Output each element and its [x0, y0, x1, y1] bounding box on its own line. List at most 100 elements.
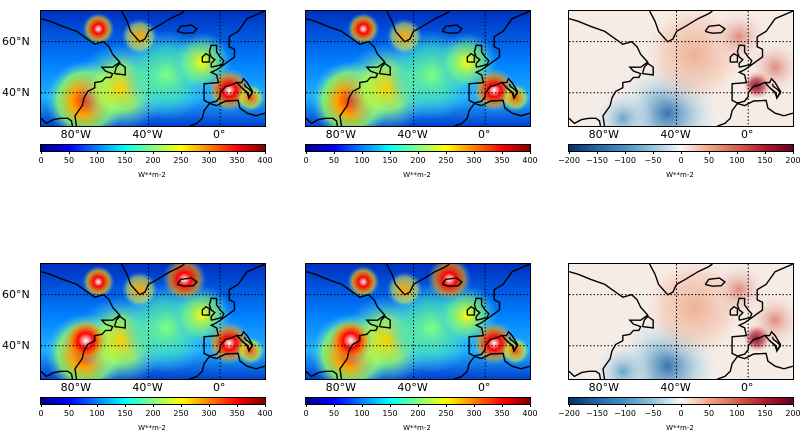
map-field [306, 11, 530, 126]
colorbar-tick-label: 50 [328, 156, 340, 165]
coastline [736, 297, 753, 321]
colorbar-tick [97, 151, 98, 154]
lon-label: 0° [477, 128, 491, 141]
map-panel: 60°N 40°N 80°W 40°W 0° 0 50 100 150 200 250 300 350 4… [2, 263, 273, 432]
coastline [176, 277, 198, 287]
colorbar-tick-label: 200 [145, 409, 161, 418]
colorbar-tick [446, 151, 447, 154]
colorbar-tick [474, 151, 475, 154]
colorbar-tick-label: 200 [145, 156, 161, 165]
colorbar-tick [390, 151, 391, 154]
colorbar-tick [125, 404, 126, 407]
map-field [41, 264, 265, 379]
colorbar-tick-label: −200 [558, 409, 580, 418]
colorbar-tick [597, 151, 598, 154]
coastline [113, 62, 126, 76]
coastline [569, 18, 649, 126]
colorbar-tick [737, 151, 738, 154]
colorbar-tick [625, 151, 626, 154]
coastline [201, 52, 211, 63]
colorbar-tick-label: 100 [354, 409, 370, 418]
lon-label: 40°W [397, 128, 428, 141]
colorbar-tick [362, 404, 363, 407]
colorbar-tick [625, 404, 626, 407]
coastline [473, 44, 490, 68]
colorbar-tick [502, 404, 503, 407]
colorbar-tick [737, 404, 738, 407]
coastline [453, 352, 530, 379]
colorbar-tick-label: −50 [644, 156, 662, 165]
lon-label: 40°W [660, 381, 691, 394]
coastline [729, 305, 739, 316]
coastline [641, 62, 654, 76]
colorbar-tick [793, 151, 794, 154]
colorbar-tick [653, 151, 654, 154]
coastline [120, 11, 185, 43]
map-panel: 80°W 40°W 0° 0 50 100 150 200 250 300 350 400 W**m-2 [303, 10, 538, 179]
colorbar-tick [418, 404, 419, 407]
coastline [468, 11, 530, 104]
colorbar-tick-label: 400 [522, 156, 538, 165]
colorbar-tick-label: 250 [173, 409, 189, 418]
coastline [41, 271, 121, 379]
colorbar-tick-label: 250 [438, 156, 454, 165]
colorbar-tick-label: 350 [229, 156, 245, 165]
colorbar-tick-label: 0 [303, 409, 309, 418]
lon-label: 40°W [397, 381, 428, 394]
coastline [704, 24, 726, 34]
lat-label: 40°N [2, 338, 30, 352]
lat-label: 60°N [2, 287, 30, 301]
lon-label: 40°W [132, 128, 163, 141]
colorbar-tick-label: −200 [558, 156, 580, 165]
colorbar-tick [418, 151, 419, 154]
colorbar-tick-label: 300 [201, 409, 217, 418]
colorbar-tick [41, 151, 42, 154]
map-frame [305, 263, 531, 380]
coastline [378, 62, 391, 76]
map-frame [40, 10, 266, 127]
colorbar-tick [474, 404, 475, 407]
colorbar-tick-label: 300 [201, 156, 217, 165]
colorbar-tick [237, 151, 238, 154]
colorbar-unit-label: W**m-2 [403, 171, 431, 179]
colorbar-tick-label: 200 [410, 409, 426, 418]
lon-label: 0° [212, 381, 226, 394]
lon-label: 0° [740, 381, 754, 394]
coastline [453, 99, 530, 126]
colorbar-tick-label: 0 [678, 156, 684, 165]
colorbar-tick-label: 400 [257, 156, 273, 165]
colorbar-tick-label: 100 [89, 156, 105, 165]
colorbar-tick-label: 50 [63, 156, 75, 165]
colorbar-tick-label: 50 [703, 409, 715, 418]
colorbar-tick [209, 151, 210, 154]
coastline [208, 44, 225, 68]
coastline [203, 11, 265, 104]
colorbar-tick [681, 151, 682, 154]
colorbar-tick-label: −50 [644, 409, 662, 418]
coastline [113, 315, 126, 329]
lon-label: 0° [740, 128, 754, 141]
coastline [736, 44, 753, 68]
colorbar-tick-label: −150 [586, 156, 608, 165]
colorbar-unit-label: W**m-2 [403, 424, 431, 432]
map-panel: 80°W 40°W 0° −200 −150 −100 −50 0 50 100 150 200 W**… [558, 263, 801, 432]
colorbar-tick-label: 250 [173, 156, 189, 165]
map-frame [568, 263, 794, 380]
colorbar-tick [390, 404, 391, 407]
coastline [466, 52, 476, 63]
colorbar-tick [209, 404, 210, 407]
colorbar-tick [653, 404, 654, 407]
colorbar-tick [530, 151, 531, 154]
lon-label: 40°W [660, 128, 691, 141]
colorbar-tick-label: 0 [303, 156, 309, 165]
coastline [385, 11, 450, 43]
colorbar-tick-label: 100 [729, 156, 745, 165]
colorbar-tick [502, 151, 503, 154]
colorbar-tick [569, 151, 570, 154]
colorbar-unit-label: W**m-2 [666, 171, 694, 179]
lat-label: 60°N [2, 34, 30, 48]
colorbar-tick-label: 0 [38, 156, 44, 165]
colorbar-tick-label: 350 [494, 156, 510, 165]
colorbar-tick [681, 404, 682, 407]
colorbar-tick-label: 300 [466, 409, 482, 418]
